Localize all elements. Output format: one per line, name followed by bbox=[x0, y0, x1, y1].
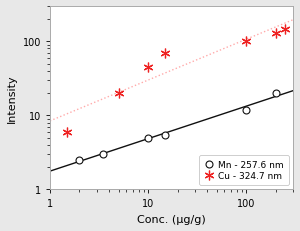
Cu - 324.7 nm bbox=[284, 29, 287, 32]
Cu - 324.7 nm bbox=[244, 41, 248, 43]
Line: Mn - 257.6 nm: Mn - 257.6 nm bbox=[76, 90, 279, 164]
Mn - 257.6 nm bbox=[101, 153, 105, 156]
X-axis label: Conc. (μg/g): Conc. (μg/g) bbox=[137, 214, 206, 224]
Legend: Mn - 257.6 nm, Cu - 324.7 nm: Mn - 257.6 nm, Cu - 324.7 nm bbox=[200, 155, 289, 185]
Mn - 257.6 nm bbox=[146, 137, 150, 140]
Mn - 257.6 nm bbox=[244, 109, 248, 111]
Mn - 257.6 nm bbox=[274, 92, 278, 95]
Mn - 257.6 nm bbox=[78, 159, 81, 162]
Mn - 257.6 nm bbox=[164, 134, 167, 137]
Cu - 324.7 nm bbox=[117, 92, 120, 95]
Cu - 324.7 nm bbox=[146, 66, 150, 69]
Y-axis label: Intensity: Intensity bbox=[7, 74, 17, 122]
Cu - 324.7 nm bbox=[164, 52, 167, 55]
Cu - 324.7 nm bbox=[274, 32, 278, 35]
Cu - 324.7 nm bbox=[65, 131, 69, 134]
Line: Cu - 324.7 nm: Cu - 324.7 nm bbox=[62, 25, 290, 137]
